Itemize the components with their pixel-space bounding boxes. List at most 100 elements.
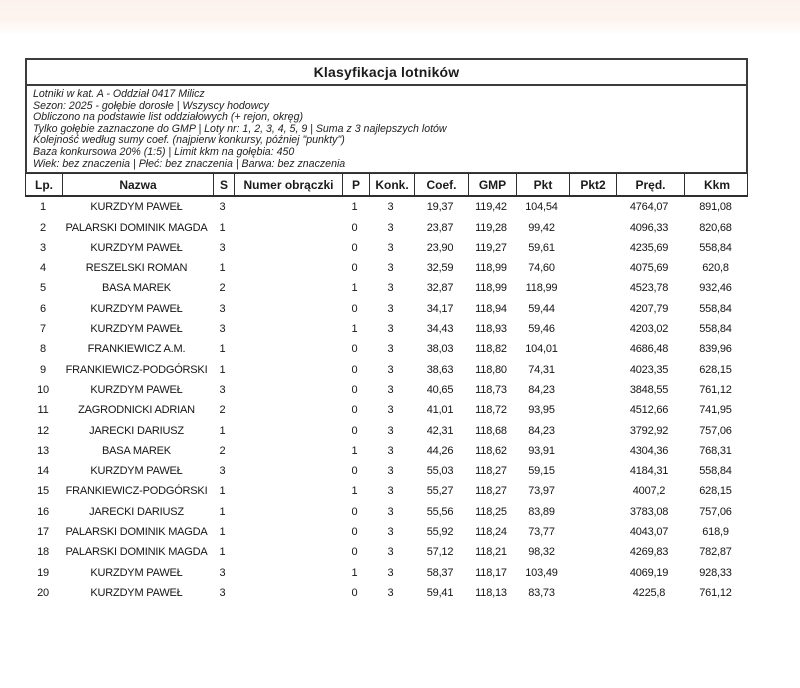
table-cell: 3792,92 xyxy=(629,424,669,437)
table-cell: RESZELSKI ROMAN xyxy=(85,262,188,275)
table-cell xyxy=(233,420,341,440)
table-cell: KURZDYM PAWEŁ xyxy=(90,566,183,579)
table-cell: 3 xyxy=(387,505,394,518)
table-cell xyxy=(568,400,615,420)
table-cell xyxy=(568,481,615,501)
table-cell: FRANKIEWICZ-PODGÓRSKI xyxy=(65,485,208,498)
table-cell: 118,99 xyxy=(525,282,558,295)
table-cell: JARECKI DARIUSZ xyxy=(89,505,184,518)
column-header-nazwa: Nazwa xyxy=(62,174,213,196)
table-cell: 3 xyxy=(387,302,394,315)
table-cell: 0 xyxy=(351,343,358,356)
table-cell: 1 xyxy=(219,363,226,376)
column-header-lp: Lp. xyxy=(35,177,53,192)
table-cell xyxy=(568,420,615,440)
table-cell xyxy=(233,563,341,583)
table-cell: 119,27 xyxy=(475,241,507,254)
table-cell: 12 xyxy=(37,424,49,437)
table-cell: 0 xyxy=(351,404,358,417)
column-header-konk: Konk. xyxy=(369,174,414,196)
table-cell: 15 xyxy=(37,485,49,498)
table-cell: 3 xyxy=(219,241,226,254)
table-cell: 4269,83 xyxy=(629,546,669,559)
table-cell: 628,15 xyxy=(699,363,732,376)
table-cell xyxy=(233,299,341,319)
table-cell: 103,49 xyxy=(525,566,558,579)
table-cell: KURZDYM PAWEŁ xyxy=(90,465,183,478)
table-cell: 3 xyxy=(219,465,226,478)
table-cell: 32,59 xyxy=(426,262,454,275)
table-row: 13 BASA MAREK 2 1 3 44,26 118,62 93,91 4304,36 76… xyxy=(25,441,748,461)
table-cell: 84,23 xyxy=(528,383,555,396)
column-header-coef: Coef. xyxy=(414,174,468,196)
table-cell: 558,84 xyxy=(699,241,732,254)
table-cell: 932,46 xyxy=(699,282,732,295)
table-cell: 2 xyxy=(219,444,226,457)
table-cell: 4184,31 xyxy=(629,465,669,478)
table-cell xyxy=(568,217,615,237)
table-cell: 55,56 xyxy=(426,505,454,518)
table-cell: 73,77 xyxy=(528,526,555,539)
table-row: 12 JARECKI DARIUSZ 1 0 3 42,31 118,68 84,23 3792… xyxy=(25,420,748,440)
table-row: 8 FRANKIEWICZ A.M. 1 0 3 38,03 118,82 104,01 468… xyxy=(25,339,748,359)
table-cell: PALARSKI DOMINIK MAGDA xyxy=(65,526,208,539)
table-cell: 34,17 xyxy=(426,302,454,315)
table-cell xyxy=(233,238,341,258)
table-cell: 58,37 xyxy=(426,566,454,579)
table-row: 10 KURZDYM PAWEŁ 3 0 3 40,65 118,73 84,23 3848,5… xyxy=(25,380,748,400)
table-cell xyxy=(568,563,615,583)
table-cell: 628,15 xyxy=(699,485,732,498)
table-cell: 558,84 xyxy=(699,302,732,315)
table-cell: 0 xyxy=(351,526,358,539)
table-cell: 118,72 xyxy=(475,404,507,417)
table-cell: 3 xyxy=(387,343,394,356)
table-cell: 59,15 xyxy=(528,465,555,478)
table-cell xyxy=(233,258,341,278)
table-cell: 104,01 xyxy=(525,343,558,356)
table-cell xyxy=(568,319,615,339)
table-cell: 98,32 xyxy=(528,546,555,559)
table-cell: 4 xyxy=(40,262,46,275)
table-cell: 44,26 xyxy=(426,444,454,457)
table-cell xyxy=(568,583,615,603)
table-cell: 4686,48 xyxy=(629,343,669,356)
table-cell: 3 xyxy=(387,404,394,417)
table-cell: 1 xyxy=(351,566,358,579)
table-cell: KURZDYM PAWEŁ xyxy=(90,323,183,336)
table-cell: 3 xyxy=(387,201,394,214)
table-cell: 0 xyxy=(351,363,358,376)
table-cell xyxy=(568,238,615,258)
table-cell: JARECKI DARIUSZ xyxy=(89,424,184,437)
table-cell: 17 xyxy=(37,526,49,539)
table-cell: 4023,35 xyxy=(629,363,669,376)
table-row: 9 FRANKIEWICZ-PODGÓRSKI 1 0 3 38,63 118,80 74,3… xyxy=(25,360,748,380)
table-cell: 3 xyxy=(387,485,394,498)
table-cell: 4043,07 xyxy=(629,526,669,539)
table-cell: 84,23 xyxy=(528,424,555,437)
table-cell: 2 xyxy=(40,221,46,234)
table-cell: 19 xyxy=(37,566,49,579)
column-header-p: P xyxy=(342,174,369,196)
table-cell: 0 xyxy=(351,241,358,254)
table-cell xyxy=(233,380,341,400)
table-cell: 3 xyxy=(219,566,226,579)
table-body: 1 KURZDYM PAWEŁ 3 1 3 19,37 119,42 104,54 4764,0… xyxy=(25,197,748,603)
table-cell: 558,84 xyxy=(699,323,732,336)
table-cell: 38,03 xyxy=(426,343,454,356)
table-cell: 73,97 xyxy=(528,485,555,498)
table-cell: 32,87 xyxy=(426,282,454,295)
table-cell: 4096,33 xyxy=(629,221,669,234)
table-cell: BASA MAREK xyxy=(102,282,171,295)
table-cell: 4523,78 xyxy=(629,282,669,295)
table-cell: 768,31 xyxy=(699,444,732,457)
table-row: 14 KURZDYM PAWEŁ 3 0 3 55,03 118,27 59,15 4184,3… xyxy=(25,461,748,481)
table-cell: 1 xyxy=(219,424,226,437)
column-header-kkm: Kkm xyxy=(684,174,749,196)
table-cell: 761,12 xyxy=(699,383,732,396)
table-cell: 93,91 xyxy=(528,444,555,457)
table-cell: 118,73 xyxy=(475,383,507,396)
table-cell: 10 xyxy=(37,383,49,396)
table-cell: 118,80 xyxy=(475,363,507,376)
table-cell: 620,8 xyxy=(702,262,729,275)
table-cell: 119,42 xyxy=(475,201,507,214)
